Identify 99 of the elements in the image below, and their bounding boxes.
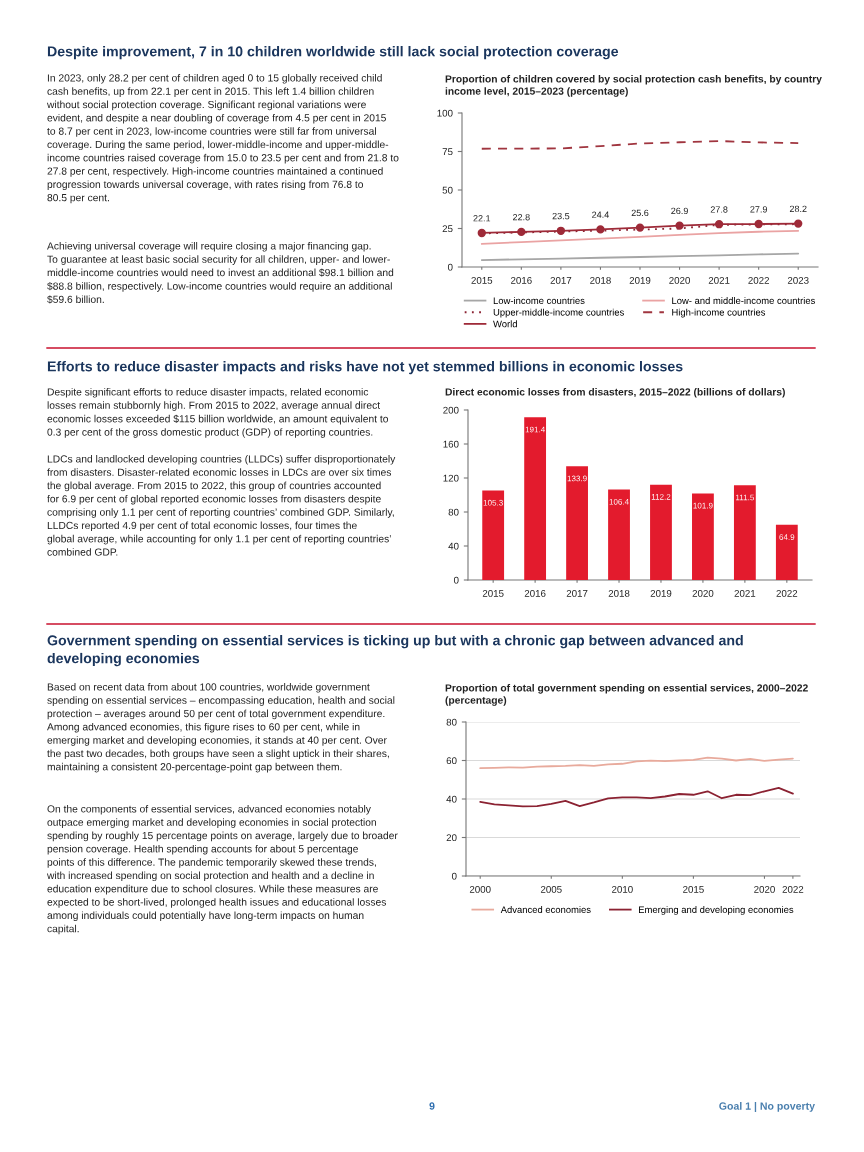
y-tick-label: 60 (446, 757, 457, 765)
text: In 2023, only 28.2 per cent of children aged 0 to 15 globally received child cash benefits, up from 22.1 per cent in 2015. This left 1.4 billion children without social protection coverage. Significant regional variations were evident, and despite a near doubling of coverage from 4.5 per cent in 2015 to 8.7 per cent in 2023, low-income countries were still far from universal coverage. During the same period, lower-middle-income and upper-middle- income countries raised coverage from 15.0 to 23.5 per cent and from 21.8 to 27.8 per cent, respectively. High-income countries maintained a continued progression towards universal coverage, with rates rising from 76.8 to 80.5 per cent. (46, 74, 399, 204)
point (675, 221, 684, 230)
x-tick-label: 2022 (782, 885, 804, 893)
data-label: 27.8 (710, 206, 728, 213)
legend-label: Emerging and developing economies (639, 906, 794, 915)
point (517, 227, 526, 237)
y-tick-label: 25 (442, 225, 453, 233)
bar (566, 466, 588, 580)
y-tick-label: 0 (451, 872, 457, 880)
legend-label: World (493, 320, 517, 328)
bar (608, 489, 630, 580)
y-tick-label: 80 (448, 508, 459, 516)
text: Based on recent data from about 100 countries, worldwide government spending on essential services – encompassing education, health and social protection – averages around 50 per cent of total government expenditure. Among advanced economies, this figure rises to 60 per cent, while in emerging market and developing economies, it stands at 40 per cent. Over the past two decades, both groups have seen a slight uptick in their shares, maintaining a consistent 20-percentage-point gap between them. (47, 683, 395, 773)
point (596, 225, 605, 234)
x-tick-label: 2022 (776, 589, 798, 597)
y-tick-label: 20 (446, 834, 457, 842)
y-tick-label: 50 (442, 186, 453, 194)
legend-label: High-income countries (672, 308, 766, 318)
x-tick-label: 2021 (708, 276, 730, 284)
line-series (480, 229, 800, 245)
data-label: 133.9 (567, 475, 587, 482)
x-tick-label: 2005 (540, 885, 562, 893)
point (714, 220, 724, 229)
text: 9 (429, 1102, 435, 1110)
y-tick-label: 0 (453, 576, 459, 584)
point (556, 226, 566, 235)
y-tick-label: 200 (443, 406, 459, 414)
x-tick-label: 2015 (683, 885, 704, 893)
x-tick-label: 2023 (787, 276, 809, 284)
point (754, 219, 763, 229)
y-tick-label: 100 (437, 109, 453, 117)
chart-title: Proportion of total government spending on essential services, 2000–2022 (percentage) (445, 684, 808, 706)
chart-title: Proportion of children covered by social protection cash benefits, by country income level, 2015–2023 (percentage) (445, 75, 822, 97)
data-label: 27.9 (750, 206, 768, 213)
point (635, 223, 645, 232)
data-label: 101.9 (693, 502, 713, 509)
line-series (479, 756, 794, 770)
text: LDCs and landlocked developing countries (LLDCs) suffer disproportionately from disasters. Disaster-related economic losses in LDCs are over six times the global average. From 2015 to 2022, this group of countries accounted for 6.9 per cent of global reported economic losses from disasters despite comprising only 1.1 per cent of reporting countries’ combined GDP. Similarly, LLDCs reported 4.9 per cent of total economic losses, four times the global average, while accounting for only 1.1 per cent of reporting countries’ combined GDP. (47, 455, 396, 556)
x-tick-label: 2018 (590, 276, 611, 284)
data-label: 112.2 (651, 494, 671, 500)
text: Achieving universal coverage will require closing a major financing gap. To guarantee at least basic social security for all children, upper- and lower- middle-income countries would need to invest an additional $98.1 billion and $88.8 billion, respectively. Low-income countries would require an additional $59.6 billion. (47, 242, 394, 304)
x-tick-label: 2019 (629, 276, 651, 284)
y-tick-label: 160 (443, 440, 459, 448)
y-tick-label: 40 (446, 795, 457, 803)
y-tick-label: 40 (448, 542, 459, 550)
y-tick-label: 75 (442, 148, 453, 156)
x-tick-label: 2015 (482, 589, 504, 597)
x-tick-label: 2020 (669, 276, 690, 284)
y-tick-label: 80 (446, 718, 457, 726)
legend-label: Upper-middle-income countries (493, 308, 624, 318)
legend-label: Low-income countries (493, 297, 585, 304)
text: Despite improvement, 7 in 10 children worldwide still lack social protection coverage (47, 46, 619, 60)
line-series (479, 786, 794, 808)
x-tick-label: 2020 (754, 885, 775, 893)
x-tick-label: 2015 (471, 276, 493, 284)
x-tick-label: 2021 (734, 589, 756, 597)
x-tick-label: 2022 (748, 276, 769, 284)
legend-label: Advanced economies (500, 906, 591, 913)
bar (482, 490, 505, 580)
line-series (480, 252, 800, 261)
data-label: 22.8 (513, 213, 530, 221)
x-tick-label: 2016 (524, 589, 546, 597)
bar (650, 484, 672, 580)
y-tick-label: 0 (447, 263, 453, 271)
x-tick-label: 2017 (550, 276, 572, 284)
text: On the components of essential services, advanced economies notably outpace emerging market and developing economies in social protection spending by roughly 15 percentage points on average, largely due to broader pension coverage. Health spending accounts for about 5 percentage points of this difference. The pandemic temporarily skewed these trends, with increased spending on social protection and health and a decline in education expenditure due to school closures. While these measures are expected to be short-lived, prolonged health issues and educational losses among individuals could potentially have long-term impacts on human capital. (46, 805, 398, 935)
legend-label: Low- and middle-income countries (672, 297, 815, 304)
line-series (480, 140, 800, 150)
data-label: 105.3 (483, 499, 503, 506)
bar (524, 417, 547, 580)
bar (733, 485, 756, 580)
data-label: 22.1 (473, 215, 491, 222)
data-label: 26.9 (671, 207, 688, 215)
x-tick-label: 2019 (650, 589, 672, 597)
bar (775, 524, 798, 580)
data-label: 111.5 (736, 494, 755, 501)
x-tick-label: 2017 (566, 589, 588, 597)
x-tick-label: 2000 (469, 885, 491, 893)
data-label: 191.4 (525, 426, 545, 433)
text: Efforts to reduce disaster impacts and risks have not yet stemmed billions in economic losses (47, 361, 683, 375)
text: Goal 1 | No poverty (719, 1102, 815, 1112)
x-tick-label: 2020 (692, 589, 714, 597)
data-label: 28.2 (789, 205, 807, 213)
point (477, 228, 486, 238)
x-tick-label: 2010 (612, 885, 633, 893)
x-tick-label: 2018 (608, 589, 630, 597)
chart-title: Direct economic losses from disasters, 2015–2022 (billions of dollars) (445, 388, 785, 398)
data-label: 106.4 (609, 498, 629, 505)
text: Government spending on essential services is ticking up but with a chronic gap between advanced and developing economies (47, 635, 743, 667)
data-label: 23.5 (552, 212, 570, 220)
data-label: 64.9 (779, 534, 795, 540)
bar (692, 493, 714, 580)
data-label: 24.4 (592, 211, 609, 218)
data-label: 25.6 (631, 209, 649, 217)
x-tick-label: 2016 (511, 276, 532, 284)
y-tick-label: 120 (443, 474, 459, 482)
text: Despite significant efforts to reduce disaster impacts, related economic losses remain stubbornly high. From 2015 to 2022, average annual direct economic losses exceeded $115 billion worldwide, an amount equivalent to 0.3 per cent of the gross domestic product (GDP) of reporting countries. (47, 388, 389, 438)
point (794, 219, 803, 228)
